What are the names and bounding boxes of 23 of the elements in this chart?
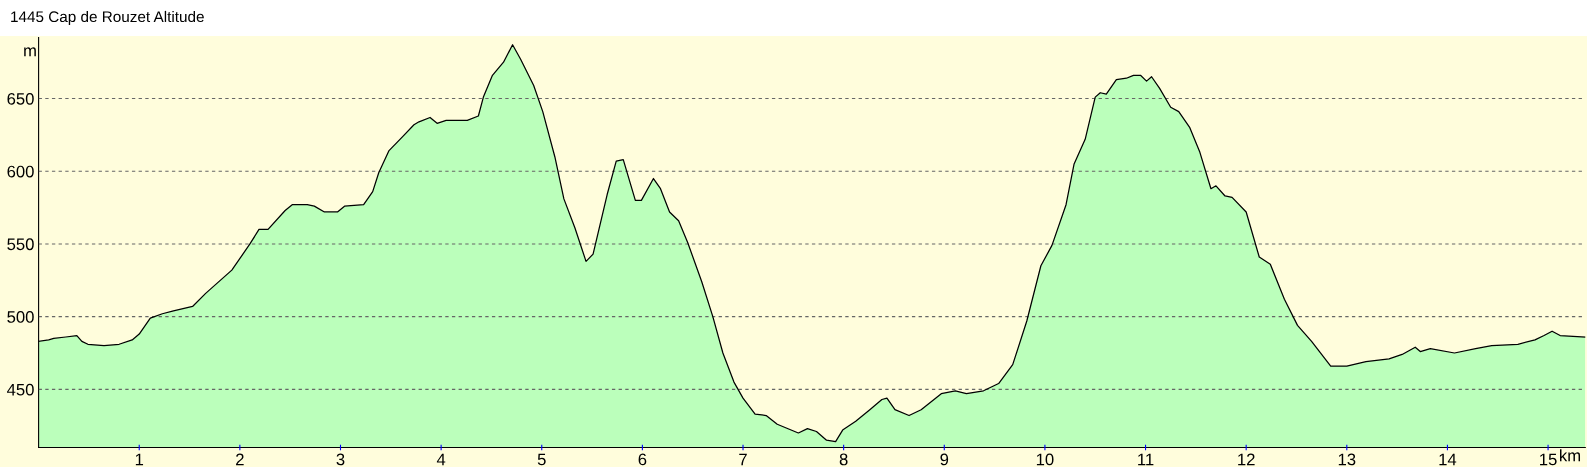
x-tick-label: 6 [638,453,647,466]
x-tick-label: 15 [1540,453,1557,466]
x-tick-label: 11 [1138,453,1154,466]
x-tick-label: 10 [1036,453,1054,466]
x-tick-label: 7 [739,453,747,466]
x-tick-label: 8 [839,453,848,466]
x-tick-label: 3 [336,453,345,466]
y-axis-title: m [24,47,36,57]
x-tick-label: 2 [236,453,244,466]
y-tick-label: 650 [7,92,34,105]
y-tick-label: 550 [7,238,34,251]
x-axis-title: km [1560,449,1581,462]
x-tick-label: 4 [436,453,446,466]
x-tick-label: 14 [1439,453,1457,466]
x-tick-label: 12 [1238,453,1255,466]
x-tick-label: 13 [1338,453,1356,466]
y-tick-label: 600 [7,165,34,178]
chart-title: 1445 Cap de Rouzet Altitude [11,10,204,26]
y-tick-label: 450 [7,383,34,396]
x-tick-label: 1 [135,453,144,466]
y-tick-label: 500 [7,311,34,323]
x-tick-label: 5 [537,453,546,466]
x-tick-label: 9 [940,453,949,466]
